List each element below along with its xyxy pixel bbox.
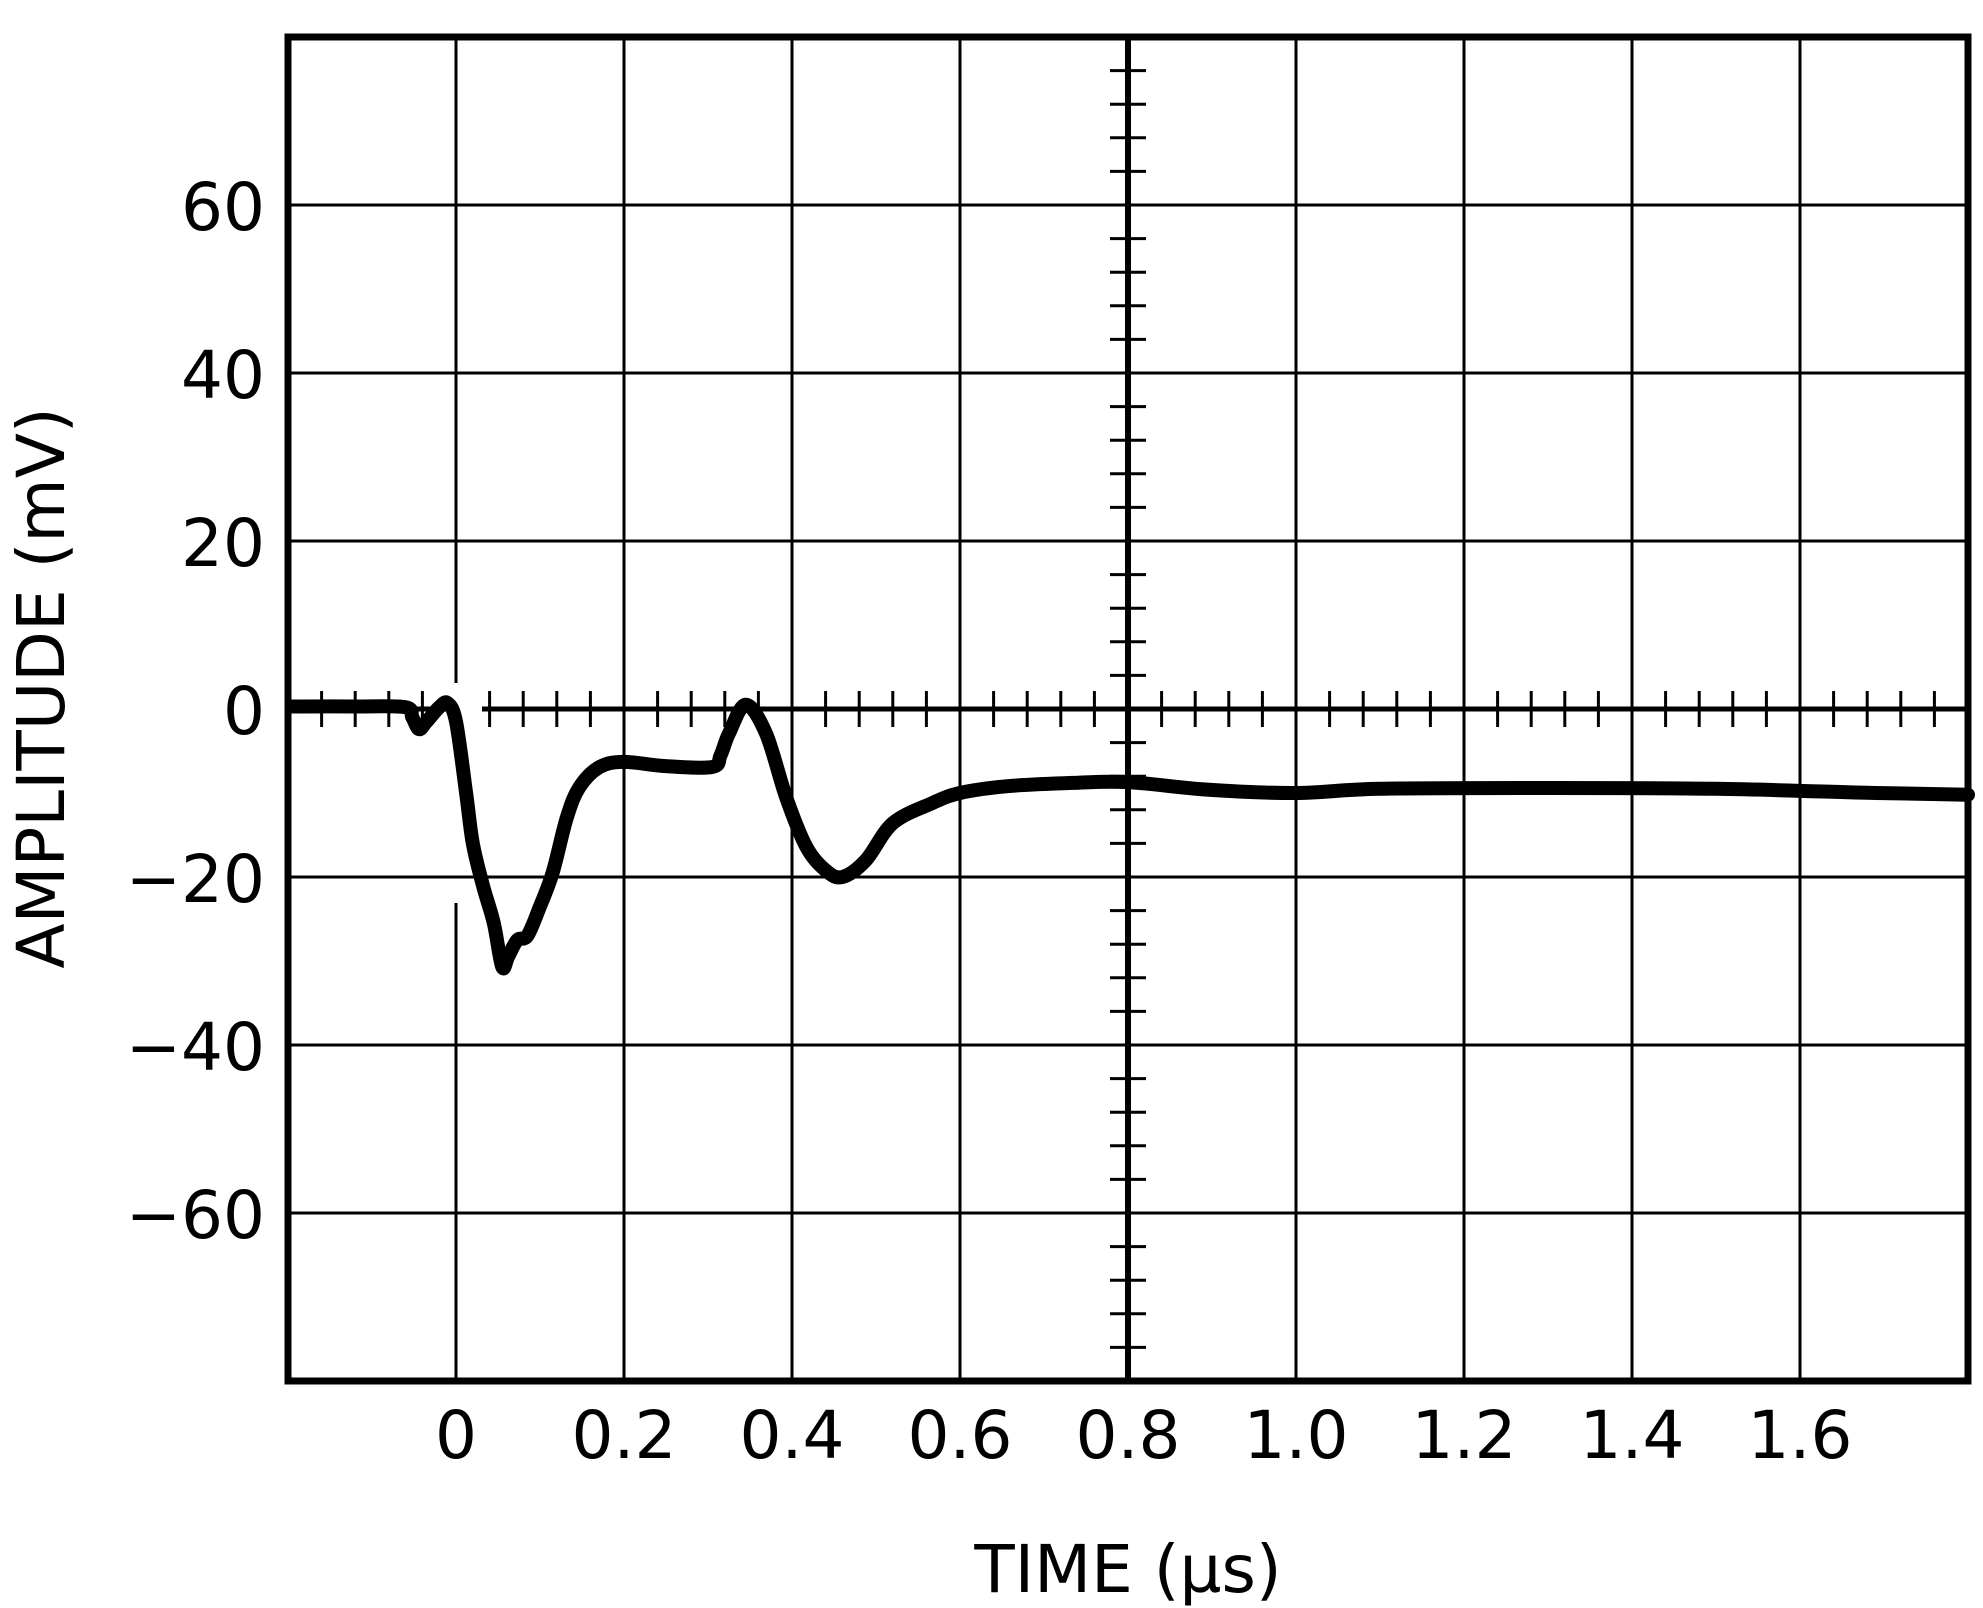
x-tick-label: 1.0 <box>1244 1397 1349 1474</box>
waveform-line <box>285 695 1975 976</box>
center-axes <box>288 37 1968 1381</box>
x-tick-label: 0.8 <box>1076 1397 1181 1474</box>
y-tick-label: 60 <box>181 169 265 246</box>
x-tick-labels: 0 0.2 0.4 0.6 0.8 1.0 1.2 1.4 1.6 <box>435 1397 1852 1474</box>
y-tick-label: −60 <box>126 1177 265 1254</box>
x-axis-title: TIME (µs) <box>973 1531 1281 1608</box>
y-tick-label: −40 <box>126 1009 265 1086</box>
x-tick-label: 1.4 <box>1580 1397 1685 1474</box>
x-tick-label: 1.6 <box>1748 1397 1853 1474</box>
y-tick-label: −20 <box>126 841 265 918</box>
y-tick-label: 0 <box>223 673 265 750</box>
x-tick-label: 1.2 <box>1412 1397 1517 1474</box>
y-tick-labels: 60 40 20 0 −20 −40 −60 <box>126 169 265 1254</box>
plot-frame <box>284 33 1972 1385</box>
x-tick-label: 0.6 <box>908 1397 1013 1474</box>
x-tick-label: 0 <box>435 1397 477 1474</box>
x-tick-label: 0.2 <box>572 1397 677 1474</box>
x-tick-label: 0.4 <box>740 1397 845 1474</box>
y-tick-label: 20 <box>181 505 265 582</box>
y-axis-title: AMPLITUDE (mV) <box>3 407 80 968</box>
y-tick-label: 40 <box>181 337 265 414</box>
waveform-series <box>285 695 1975 976</box>
